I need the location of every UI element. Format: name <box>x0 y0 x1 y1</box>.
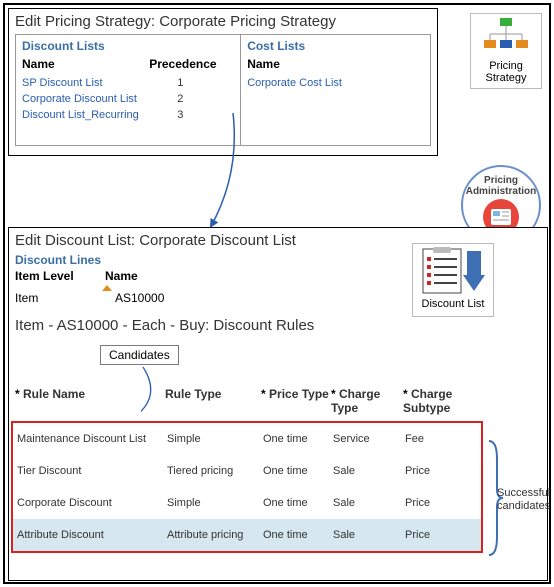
pricing-strategy-icon-box: Pricing Strategy <box>470 13 542 89</box>
hierarchy-icon <box>484 18 528 58</box>
rule-row: Corporate Discount Simple One time Sale … <box>13 487 481 519</box>
discount-list-icon-box: Discount List <box>412 243 494 317</box>
discount-lists-col-name: Name <box>22 57 149 71</box>
triangle-icon <box>102 285 112 291</box>
pricing-strategy-icon-label: Pricing Strategy <box>486 60 527 84</box>
rules-col-subtype: Charge Subtype <box>403 387 452 415</box>
diagram-outer: Edit Pricing Strategy: Corporate Pricing… <box>3 3 551 584</box>
successful-candidates-label: Successfulcandidates <box>497 487 550 513</box>
discount-lines-col-level: Item Level <box>15 269 105 283</box>
cost-list-link[interactable]: Corporate Cost List <box>247 77 424 89</box>
discount-list-row: Discount List_Recurring 3 <box>22 109 234 121</box>
rules-col-price: Price Type <box>269 387 329 401</box>
rules-body: Maintenance Discount List Simple One tim… <box>11 421 483 553</box>
discount-list-prec: 3 <box>149 109 234 121</box>
discount-list-link[interactable]: Corporate Discount List <box>22 93 149 105</box>
discount-list-icon-label: Discount List <box>422 298 485 310</box>
discount-list-row: SP Discount List 1 <box>22 77 234 89</box>
discount-list-row: Corporate Discount List 2 <box>22 93 234 105</box>
discount-lines-col-name: Name <box>105 269 138 283</box>
cost-lists-head: Cost Lists <box>247 39 424 53</box>
checklist-arrow-icon <box>419 247 487 295</box>
cost-list-row: Corporate Cost List <box>247 77 424 89</box>
rules-col-charge: Charge Type <box>331 387 380 415</box>
discount-lists-head: Discount Lists <box>22 39 234 53</box>
discount-line-level: Item <box>15 291 105 305</box>
rule-row: Tier Discount Tiered pricing One time Sa… <box>13 455 481 487</box>
discount-list-prec: 1 <box>149 77 234 89</box>
cost-lists-section: Cost Lists Name Corporate Cost List <box>241 35 430 145</box>
pricing-strategy-title: Edit Pricing Strategy: Corporate Pricing… <box>9 9 437 34</box>
discount-line-name: AS10000 <box>115 291 164 305</box>
rules-col-name: Rule Name <box>23 387 85 401</box>
discount-list-link[interactable]: Discount List_Recurring <box>22 109 149 121</box>
rules-col-type: Rule Type <box>165 387 221 401</box>
rules-header-row: * Rule Name Rule Type * Price Type * Cha… <box>11 385 483 417</box>
discount-lists-section: Discount Lists Name Precedence SP Discou… <box>16 35 241 145</box>
pricing-strategy-panel: Edit Pricing Strategy: Corporate Pricing… <box>8 8 438 156</box>
discount-list-link[interactable]: SP Discount List <box>22 77 149 89</box>
discount-rules-table: * Rule Name Rule Type * Price Type * Cha… <box>11 385 483 553</box>
cost-lists-col-name: Name <box>247 57 424 71</box>
candidates-label: Candidates <box>100 345 179 365</box>
rule-row: Attribute Discount Attribute pricing One… <box>13 519 481 551</box>
pricing-strategy-content: Discount Lists Name Precedence SP Discou… <box>15 34 431 146</box>
discount-list-prec: 2 <box>149 93 234 105</box>
pricing-administration-label: Pricing Administration <box>463 175 539 197</box>
rule-row: Maintenance Discount List Simple One tim… <box>13 423 481 455</box>
discount-lists-col-prec: Precedence <box>149 57 234 71</box>
